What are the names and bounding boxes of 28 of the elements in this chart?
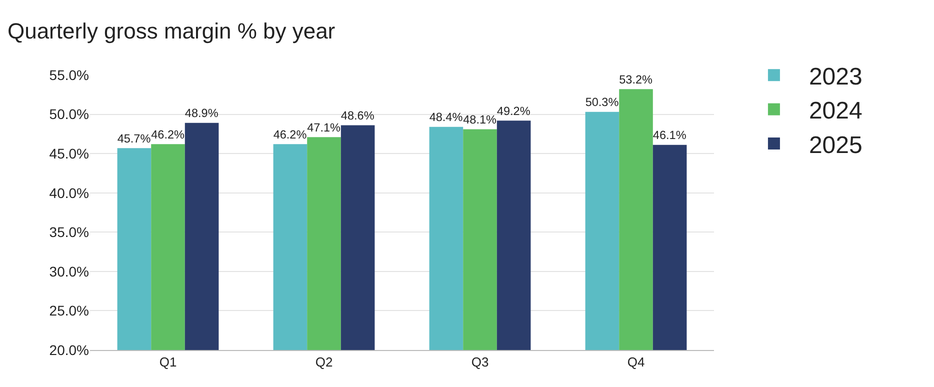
y-tick-label: 35.0% <box>49 224 89 240</box>
data-label: 48.4% <box>429 111 464 124</box>
y-tick-label: 55.0% <box>49 66 89 83</box>
legend-label: 2025 <box>808 132 862 159</box>
x-tick-label: Q1 <box>159 354 177 370</box>
data-label: 53.2% <box>619 73 654 86</box>
data-label: 46.2% <box>273 128 308 142</box>
data-label: 49.2% <box>496 104 531 118</box>
y-tick-label: 45.0% <box>49 145 89 162</box>
data-label: 46.2% <box>151 128 186 142</box>
y-tick-label: 25.0% <box>49 302 89 319</box>
data-label: 45.7% <box>117 132 152 146</box>
y-tick-label: 30.0% <box>49 263 89 280</box>
y-tick-label: 20.0% <box>49 342 89 358</box>
y-tick-label: 50.0% <box>49 106 89 122</box>
data-label: 47.1% <box>307 121 342 134</box>
data-label: 48.9% <box>184 107 219 120</box>
data-label: 48.6% <box>340 110 375 123</box>
data-label: 46.1% <box>652 129 687 142</box>
legend-label: 2023 <box>808 63 862 90</box>
x-tick-label: Q3 <box>471 354 489 370</box>
data-label: 50.3% <box>585 96 620 110</box>
legend-label: 2024 <box>808 98 862 125</box>
y-tick-label: 40.0% <box>49 184 89 201</box>
x-tick-label: Q2 <box>315 354 333 370</box>
data-label: 48.1% <box>463 113 498 126</box>
chart-title: Quarterly gross margin % by year <box>7 18 336 44</box>
x-tick-label: Q4 <box>627 354 645 370</box>
